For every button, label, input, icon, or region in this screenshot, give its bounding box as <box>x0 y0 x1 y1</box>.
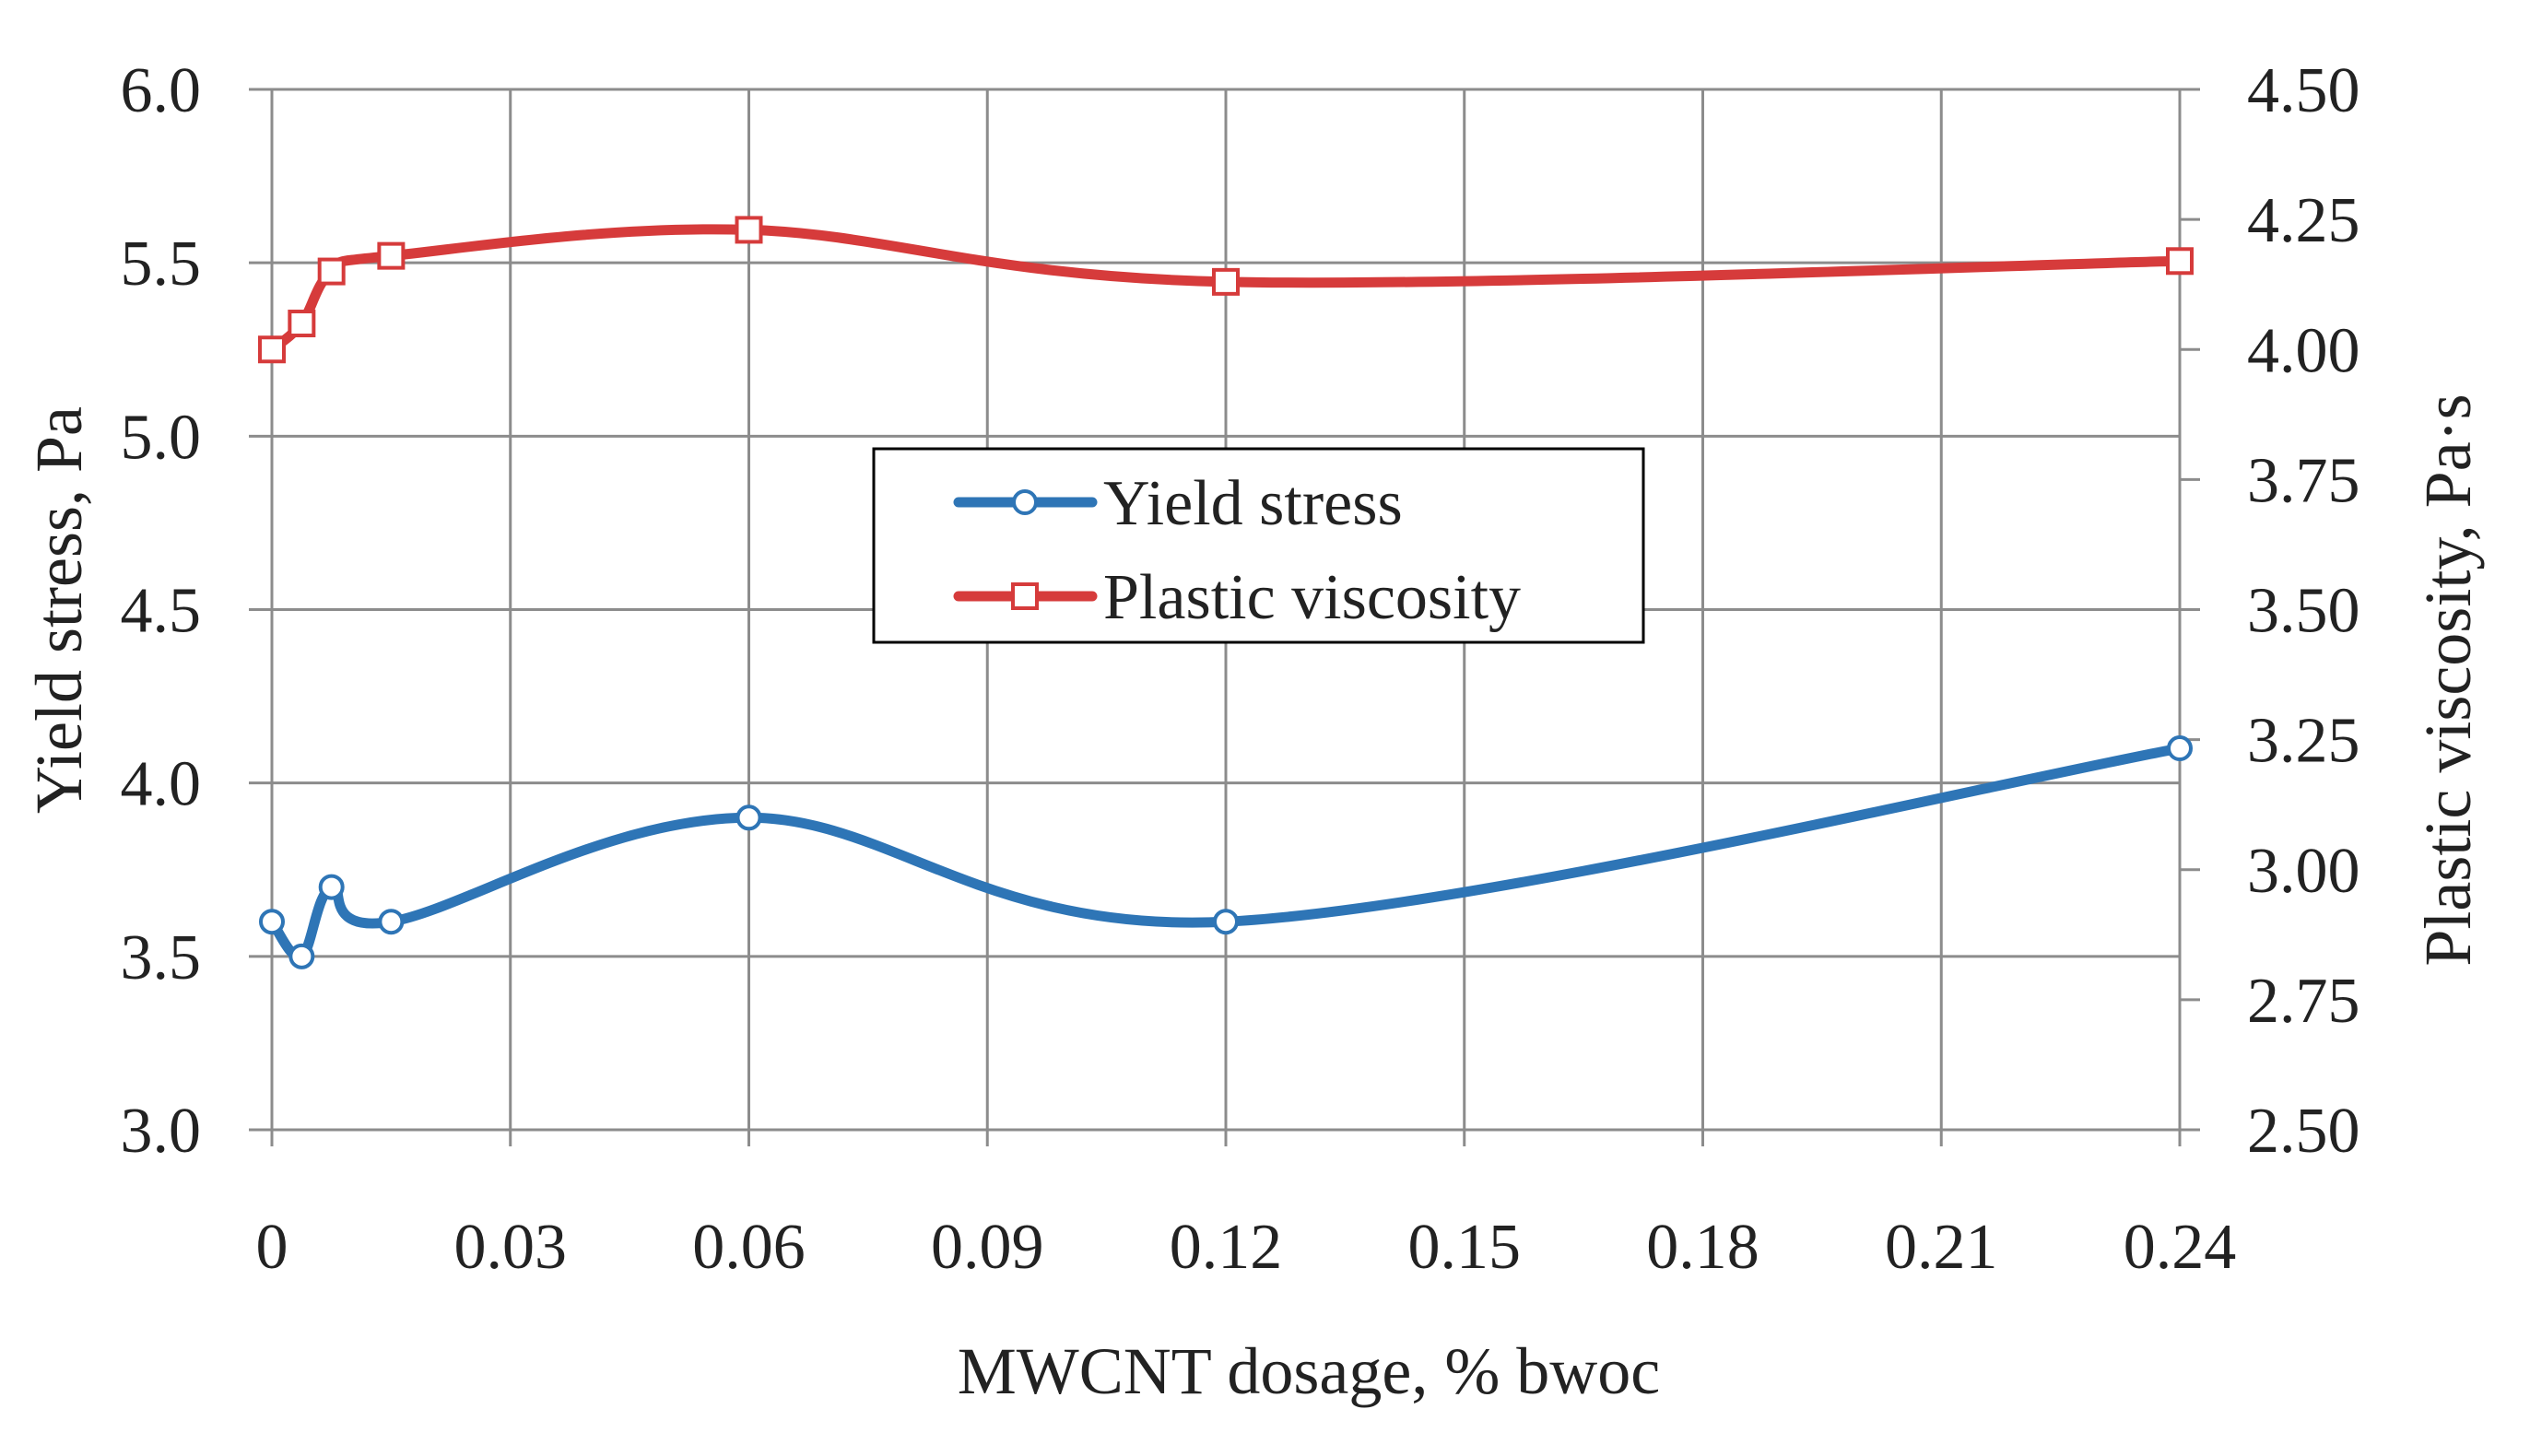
x-tick-label: 0.03 <box>454 1212 568 1283</box>
legend-swatch-marker <box>1011 582 1039 610</box>
y-right-tick-label: 2.50 <box>2247 1096 2360 1167</box>
y-right-axis-title: Plastic viscosity, Pa·s <box>2411 393 2485 966</box>
data-point <box>378 909 405 935</box>
legend-label: Yield stress <box>1103 468 1403 539</box>
y-left-axis-title: Yield stress, Pa <box>22 406 96 814</box>
legend-entries: Yield stress Plastic viscosity <box>953 468 1521 633</box>
x-tick-label: 0.15 <box>1408 1212 1522 1283</box>
y-left-tick-label: 3.0 <box>121 1096 202 1167</box>
legend-swatch-marker <box>1012 489 1038 515</box>
data-point <box>258 335 286 364</box>
data-point <box>1213 909 1239 935</box>
data-point <box>1212 267 1240 296</box>
x-tick-label: 0.06 <box>692 1212 806 1283</box>
data-point <box>259 909 285 935</box>
data-point <box>288 310 316 338</box>
legend-entry: Yield stress <box>953 468 1403 539</box>
y-left-tick-label: 4.0 <box>121 749 202 820</box>
y-left-tick-label: 5.0 <box>121 402 202 473</box>
y-right-tick-label: 3.75 <box>2247 445 2360 516</box>
y-left-tick-label: 6.0 <box>121 55 202 126</box>
y-right-tick-label: 3.00 <box>2247 836 2360 907</box>
y-left-tick-labels: 3.0 3.5 4.0 4.5 5.0 5.5 6.0 <box>121 55 202 1167</box>
legend-entry: Plastic viscosity <box>953 562 1521 633</box>
legend-box <box>872 447 1645 644</box>
data-point <box>2167 735 2193 762</box>
x-axis-title: MWCNT dosage, % bwoc <box>958 1334 1661 1408</box>
y-right-tick-label: 2.75 <box>2247 966 2360 1037</box>
data-point <box>317 257 346 286</box>
y-right-tick-label: 4.25 <box>2247 185 2360 256</box>
data-point <box>735 804 762 831</box>
y-left-tick-label: 4.5 <box>121 576 202 647</box>
y-left-tick-label: 5.5 <box>121 229 202 299</box>
data-point <box>318 874 345 900</box>
x-tick-label: 0.12 <box>1170 1212 1283 1283</box>
y-left-tick-label: 3.5 <box>121 922 202 993</box>
x-tick-label: 0 <box>256 1212 288 1283</box>
x-tick-label: 0.09 <box>931 1212 1044 1283</box>
series-group <box>258 216 2194 969</box>
y-right-tick-labels: 2.50 2.75 3.00 3.25 3.50 3.75 4.00 4.25 4.50 <box>2247 55 2360 1167</box>
x-tick-label: 0.24 <box>2124 1212 2237 1283</box>
series-1 <box>258 216 2194 364</box>
legend: Yield stress Plastic viscosity <box>872 447 1645 644</box>
data-point <box>377 241 406 270</box>
x-tick-labels: 0 0.03 0.06 0.09 0.12 0.15 0.18 0.21 0.24 <box>256 1212 2237 1283</box>
y-right-tick-label: 4.50 <box>2247 55 2360 126</box>
data-point <box>288 943 315 969</box>
y-right-tick-label: 4.00 <box>2247 315 2360 386</box>
series-0 <box>259 735 2193 969</box>
data-point <box>2166 247 2194 276</box>
x-tick-label: 0.21 <box>1885 1212 1998 1283</box>
x-tick-label: 0.18 <box>1646 1212 1759 1283</box>
y-right-tick-label: 3.25 <box>2247 706 2360 777</box>
legend-label: Plastic viscosity <box>1103 562 1521 633</box>
data-point <box>735 216 763 244</box>
y-right-tick-label: 3.50 <box>2247 576 2360 647</box>
